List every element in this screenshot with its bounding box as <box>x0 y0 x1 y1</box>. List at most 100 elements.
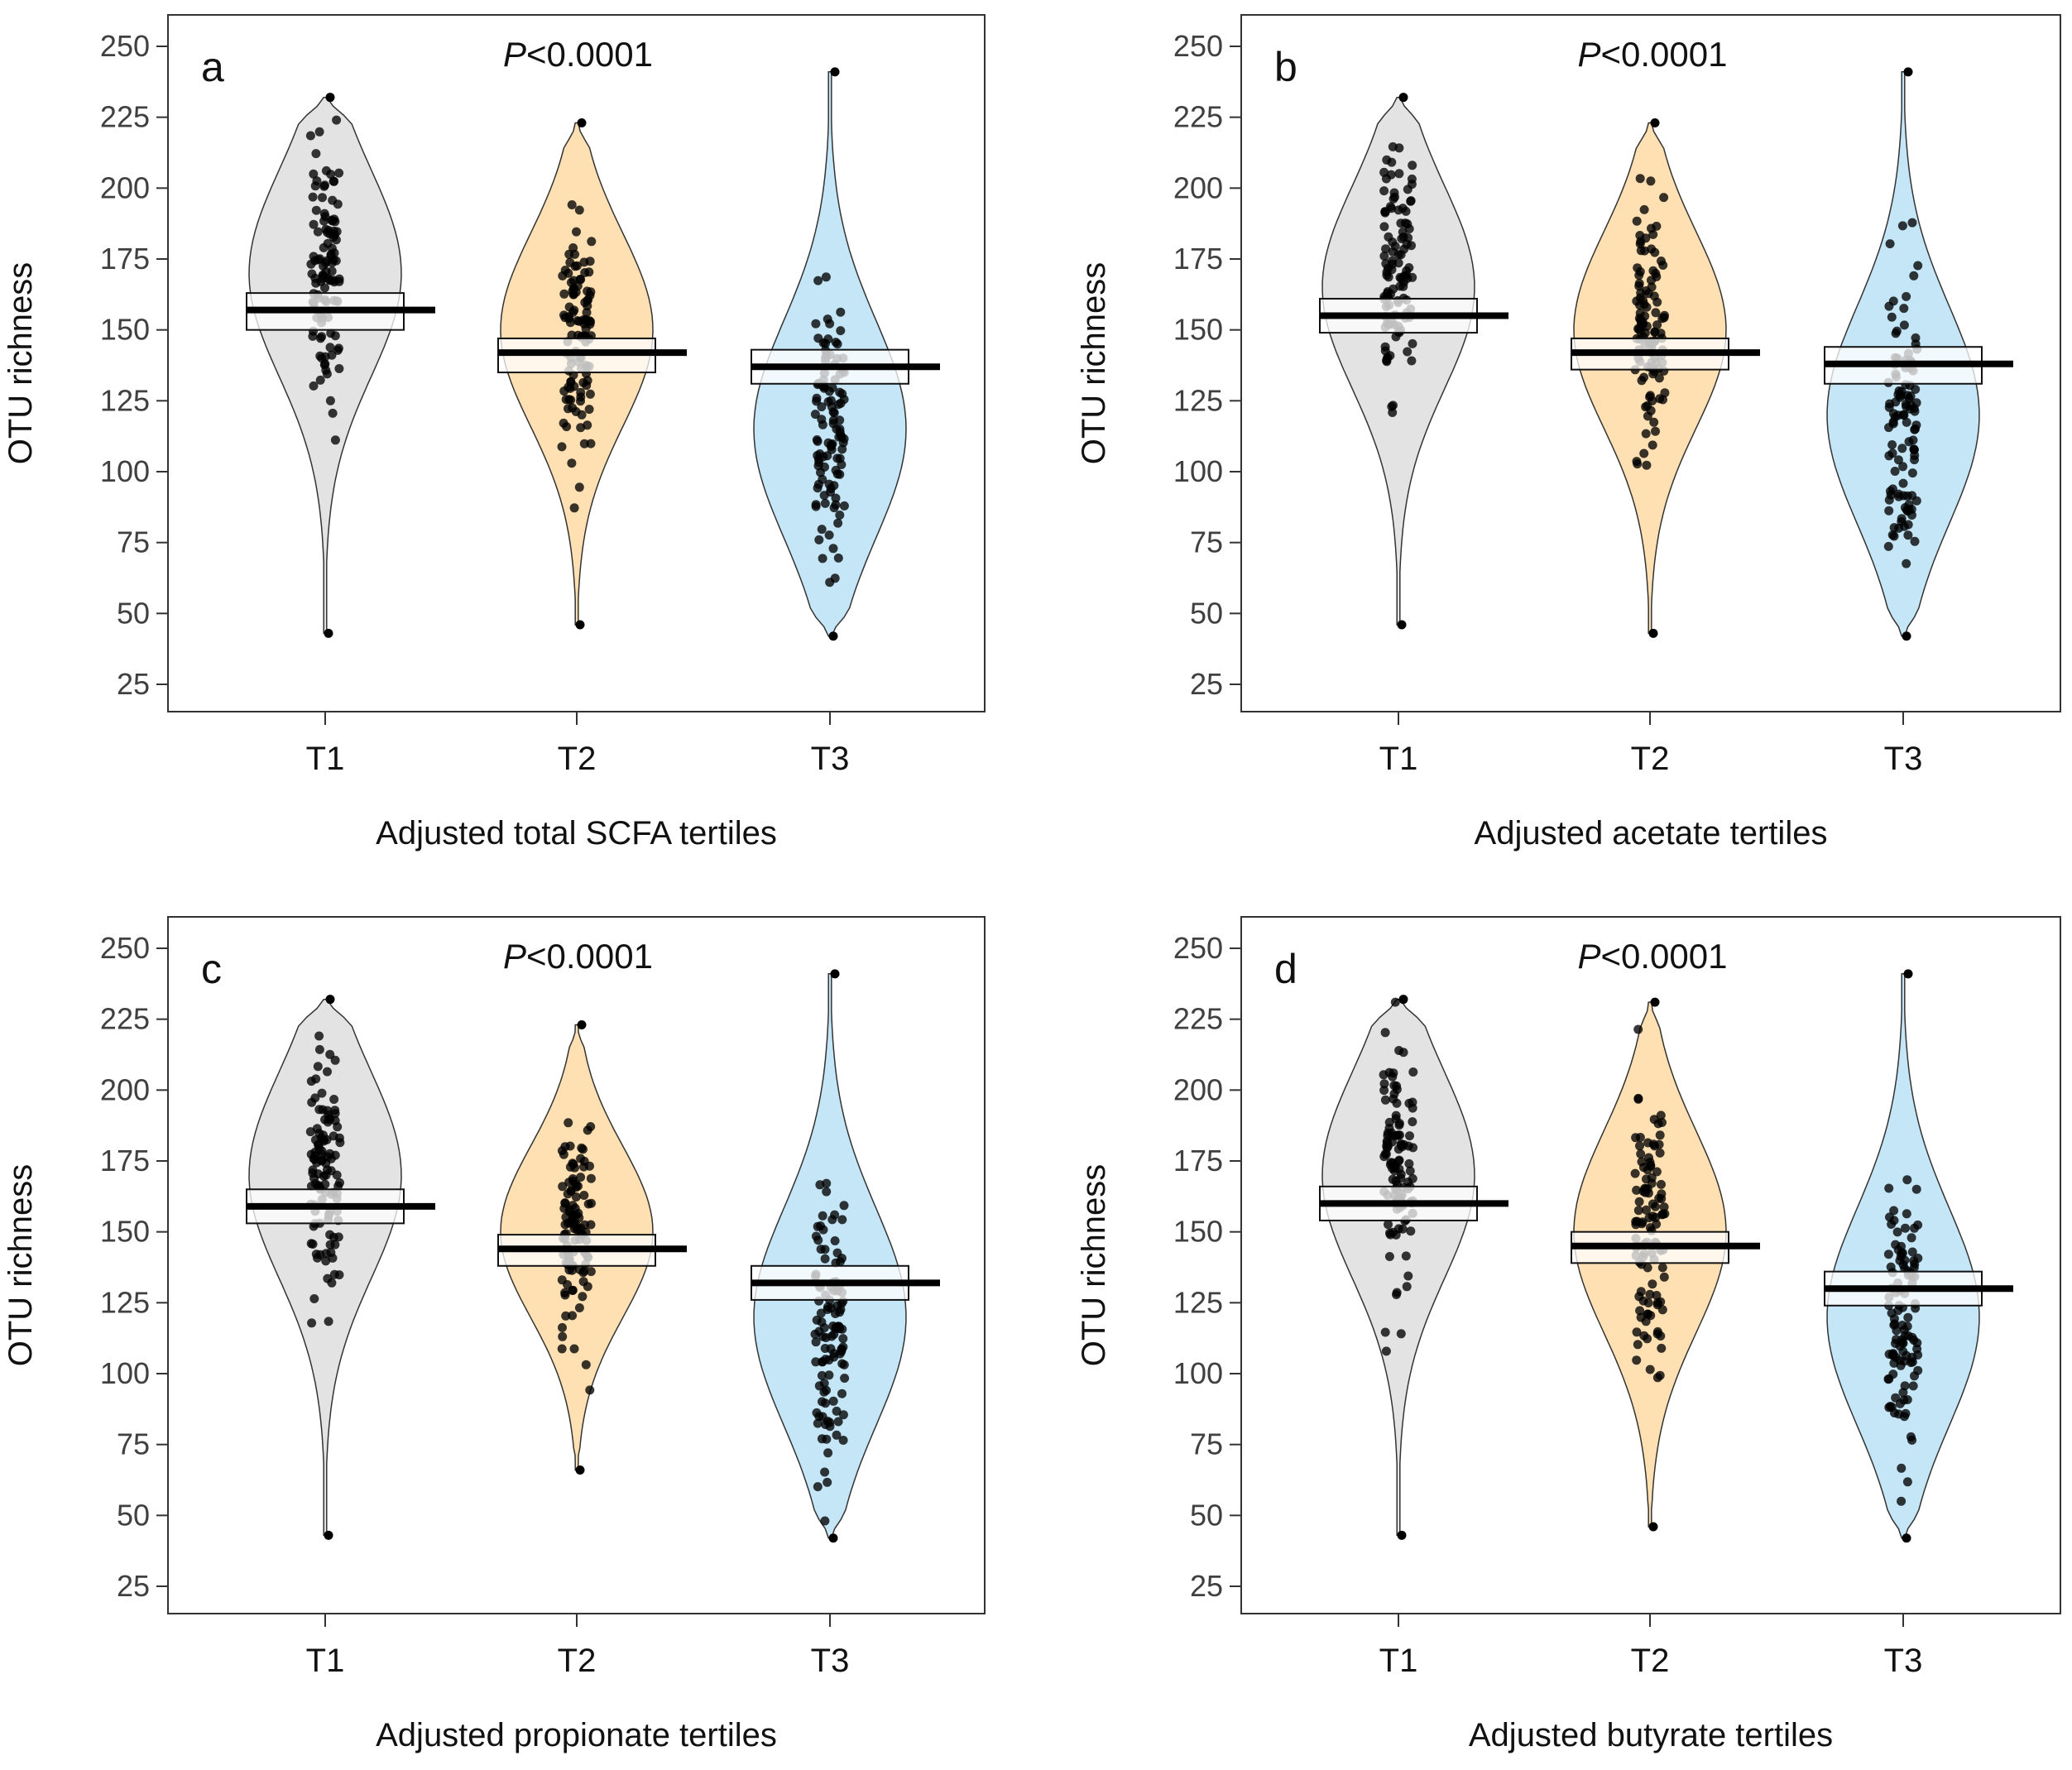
data-point <box>1632 216 1642 226</box>
data-point <box>833 1417 843 1427</box>
data-point <box>836 326 846 336</box>
data-point <box>828 1396 838 1406</box>
data-point <box>1884 1183 1894 1193</box>
data-point <box>1650 118 1660 128</box>
data-point <box>1892 1227 1902 1237</box>
data-point <box>817 1370 827 1380</box>
data-point <box>585 389 595 399</box>
data-point <box>1643 1263 1652 1273</box>
data-point <box>577 118 587 128</box>
data-point <box>1657 1263 1667 1273</box>
data-point <box>818 1397 827 1407</box>
data-point <box>810 410 820 420</box>
data-point <box>318 193 327 203</box>
data-point <box>1884 402 1894 412</box>
data-point <box>581 1360 591 1369</box>
data-point <box>1659 1272 1669 1282</box>
data-point <box>1657 1343 1667 1353</box>
p-value-annotation: P<0.0001 <box>503 35 653 74</box>
y-tick-label: 250 <box>1173 931 1223 965</box>
data-point <box>1632 1327 1642 1337</box>
data-point <box>1899 304 1909 314</box>
panel-b: 25 50 75 100 125 150 175 200 225 250 OTU richness A… <box>1076 14 2061 851</box>
data-point <box>311 205 321 215</box>
x-tick-label: T2 <box>1631 1643 1670 1679</box>
data-point <box>319 181 329 191</box>
data-point <box>310 273 320 283</box>
panel-letter: a <box>201 44 224 90</box>
y-axis-label: OTU richness <box>1076 262 1112 465</box>
data-point <box>822 1187 832 1197</box>
data-point <box>1909 1263 1919 1273</box>
y-tick-label: 75 <box>1190 1427 1223 1461</box>
data-point <box>814 535 824 544</box>
series-T3: T3 <box>751 969 940 1679</box>
data-point <box>1901 1223 1910 1233</box>
data-point <box>827 1215 837 1225</box>
data-point <box>1888 1350 1898 1360</box>
data-point <box>1381 244 1391 254</box>
data-point <box>314 1031 324 1041</box>
data-point <box>326 1248 336 1258</box>
data-point <box>1389 1094 1398 1104</box>
data-point <box>1384 1252 1394 1261</box>
data-point <box>1381 1346 1391 1356</box>
data-point <box>1889 1358 1899 1368</box>
data-point <box>583 376 592 386</box>
data-point <box>1648 440 1657 450</box>
data-point <box>1902 1175 1912 1185</box>
data-point <box>324 1115 334 1125</box>
data-point <box>318 270 328 280</box>
data-point <box>574 482 584 492</box>
data-point <box>1645 1365 1655 1374</box>
data-point <box>836 307 846 317</box>
data-point <box>315 375 325 385</box>
data-point <box>1403 1271 1413 1281</box>
data-point <box>1633 1094 1643 1104</box>
p-symbol: P <box>503 937 526 976</box>
data-point <box>1911 496 1921 506</box>
data-point <box>1654 1139 1664 1149</box>
data-point <box>1650 997 1660 1007</box>
data-point <box>1652 320 1662 330</box>
y-tick-label: 200 <box>1173 170 1223 204</box>
x-tick-label: T1 <box>306 1643 345 1679</box>
panel-c: 25 50 75 100 125 150 175 200 225 250 OTU richness A… <box>2 916 986 1753</box>
data-point <box>811 1231 821 1241</box>
x-axis-label: Adjusted acetate tertiles <box>1475 815 1828 851</box>
data-point <box>1639 448 1649 458</box>
data-point <box>1898 462 1908 472</box>
data-point <box>1381 1149 1391 1159</box>
data-point <box>322 369 332 379</box>
data-point <box>1380 207 1390 217</box>
data-point <box>579 1191 589 1200</box>
data-point <box>310 1135 320 1144</box>
x-axis-label: Adjusted butyrate tertiles <box>1469 1717 1833 1753</box>
y-tick-label: 250 <box>1173 29 1223 63</box>
data-point <box>1657 1179 1666 1189</box>
data-point <box>1884 506 1894 516</box>
y-tick-label: 100 <box>1173 1356 1223 1390</box>
y-tick-label: 150 <box>1173 1215 1223 1249</box>
data-point <box>307 1318 317 1328</box>
data-point <box>557 1275 567 1285</box>
series-T1: T1 <box>1319 93 1508 777</box>
data-point <box>1635 174 1645 184</box>
data-point <box>1634 281 1644 291</box>
data-point <box>1641 286 1651 295</box>
violin-T1 <box>1321 96 1475 626</box>
data-point <box>1649 1115 1659 1125</box>
data-point <box>1898 1388 1908 1398</box>
data-point <box>1907 1247 1917 1257</box>
data-point <box>1640 1183 1650 1193</box>
data-point <box>306 1239 316 1249</box>
data-point <box>585 1385 595 1395</box>
data-point <box>329 1095 339 1104</box>
data-point <box>1637 1157 1647 1167</box>
data-point <box>1643 1138 1652 1148</box>
data-point <box>1891 329 1901 338</box>
data-point <box>330 1055 340 1065</box>
y-tick-label: 175 <box>1173 1144 1223 1178</box>
data-point <box>328 258 337 267</box>
